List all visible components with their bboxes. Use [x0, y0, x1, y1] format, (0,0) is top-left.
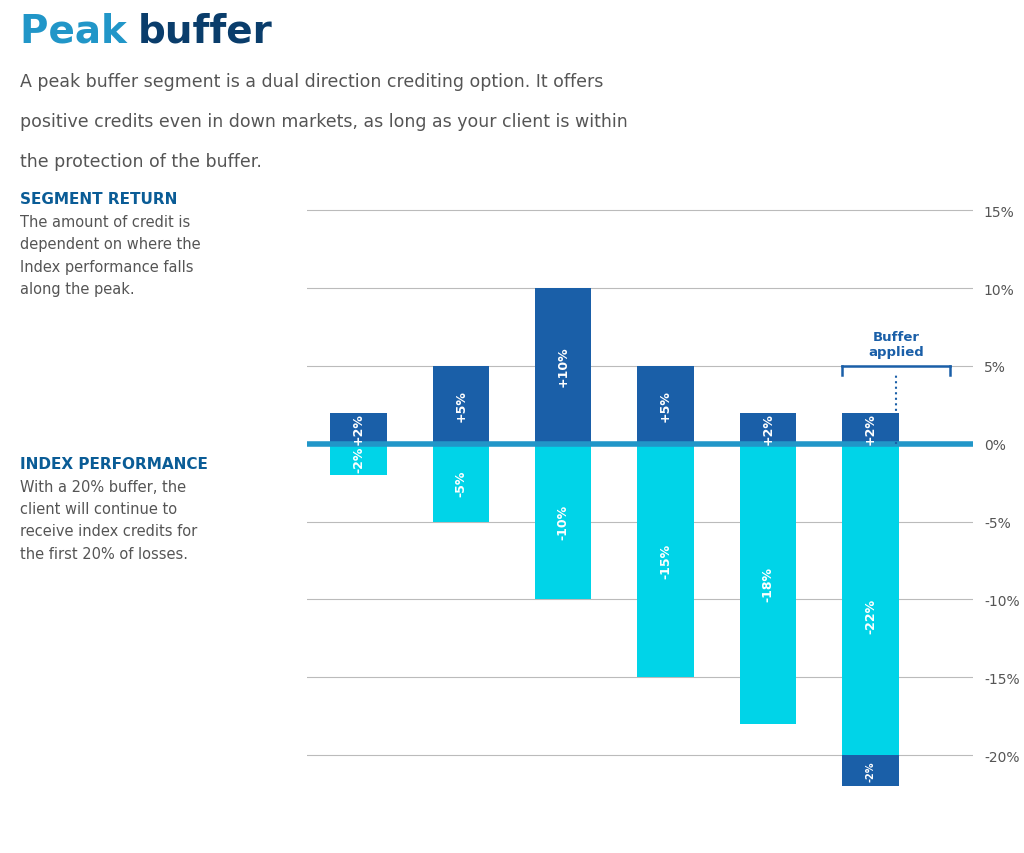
Bar: [739, 413, 796, 444]
Text: +2%: +2%: [864, 413, 877, 444]
Text: -15%: -15%: [659, 543, 672, 578]
Text: INDEX PERFORMANCE: INDEX PERFORMANCE: [20, 456, 208, 472]
Text: Peak: Peak: [20, 13, 140, 50]
Text: the protection of the buffer.: the protection of the buffer.: [20, 153, 262, 171]
Bar: [330, 413, 387, 444]
Bar: [637, 367, 694, 444]
Text: The amount of credit is
dependent on where the
Index performance falls
along the: The amount of credit is dependent on whe…: [20, 215, 201, 297]
Text: With a 20% buffer, the
client will continue to
receive index credits for
the fir: With a 20% buffer, the client will conti…: [20, 479, 198, 561]
Text: +10%: +10%: [557, 346, 569, 386]
Text: buffer: buffer: [138, 13, 273, 50]
Bar: [842, 413, 898, 444]
Bar: [739, 444, 796, 724]
Text: -2%: -2%: [352, 447, 365, 473]
Text: -5%: -5%: [455, 470, 467, 496]
Bar: [535, 288, 591, 444]
Text: +2%: +2%: [762, 413, 774, 444]
Bar: [330, 444, 387, 475]
Bar: [637, 444, 694, 677]
Text: +5%: +5%: [455, 390, 467, 421]
Text: -2%: -2%: [865, 761, 876, 781]
Text: Buffer
applied: Buffer applied: [868, 331, 924, 359]
Text: SEGMENT RETURN: SEGMENT RETURN: [20, 192, 178, 207]
Bar: [432, 367, 489, 444]
Bar: [535, 444, 591, 600]
Text: -18%: -18%: [762, 566, 774, 601]
Text: positive credits even in down markets, as long as your client is within: positive credits even in down markets, a…: [20, 113, 629, 131]
Text: +5%: +5%: [659, 390, 672, 421]
Text: -22%: -22%: [864, 598, 877, 633]
Text: -10%: -10%: [557, 504, 569, 539]
Bar: [842, 444, 898, 755]
Bar: [842, 755, 898, 786]
Text: +2%: +2%: [352, 413, 365, 444]
Bar: [432, 444, 489, 522]
Text: A peak buffer segment is a dual direction crediting option. It offers: A peak buffer segment is a dual directio…: [20, 73, 604, 90]
